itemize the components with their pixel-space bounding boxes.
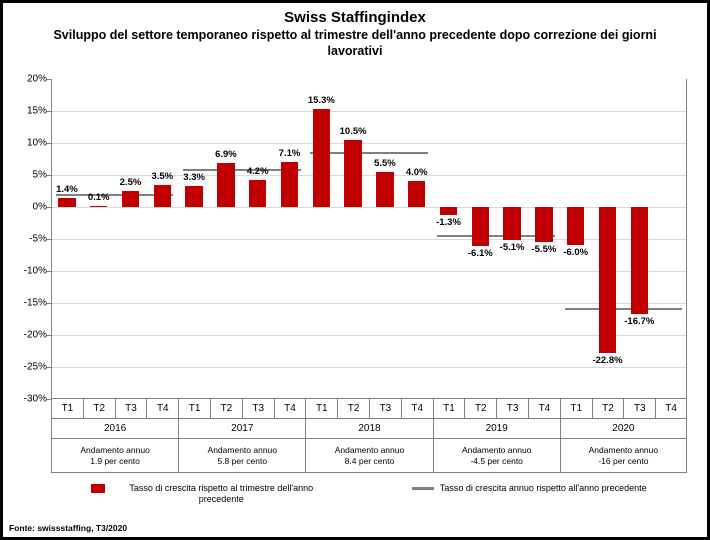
quarter-label: T1	[51, 399, 83, 419]
y-axis-label: -10%	[13, 266, 47, 277]
quarter-label: T1	[305, 399, 337, 419]
year-label: 2019	[433, 419, 560, 439]
annual-summary-cell: Andamento annuo-16 per cento	[560, 439, 687, 473]
y-axis-label: -30%	[13, 394, 47, 405]
annual-value: 5.8 per cento	[179, 456, 305, 466]
y-axis-label: -20%	[13, 330, 47, 341]
quarter-label: T1	[178, 399, 210, 419]
y-axis-label: 20%	[13, 74, 47, 85]
quarter-axis-row: T1T2T3T4T1T2T3T4T1T2T3T4T1T2T3T4T1T2T3T4	[51, 399, 687, 419]
annual-label: Andamento annuo	[52, 445, 178, 455]
legend-item-line: Tasso di crescita annuo rispetto all'ann…	[412, 483, 647, 494]
quarter-label: T3	[623, 399, 655, 419]
line-swatch-icon	[412, 487, 434, 490]
source-text: Fonte: swissstaffing, T3/2020	[9, 523, 127, 533]
quarter-label: T2	[210, 399, 242, 419]
annual-summary-cell: Andamento annuo8.4 per cento	[305, 439, 432, 473]
annual-label: Andamento annuo	[179, 445, 305, 455]
legend-item-bar: Tasso di crescita rispetto al trimestre …	[91, 483, 331, 505]
y-axis-label: 15%	[13, 106, 47, 117]
legend: Tasso di crescita rispetto al trimestre …	[51, 483, 687, 513]
quarter-label: T4	[274, 399, 306, 419]
annual-summary-cell: Andamento annuo5.8 per cento	[178, 439, 305, 473]
quarter-label: T4	[528, 399, 560, 419]
annual-summary-cell: Andamento annuo1.9 per cento	[51, 439, 178, 473]
annual-value: 8.4 per cento	[306, 456, 432, 466]
annual-summary-row: Andamento annuo1.9 per centoAndamento an…	[51, 439, 687, 473]
annual-summary-cell: Andamento annuo-4.5 per cento	[433, 439, 560, 473]
y-axis-label: 10%	[13, 138, 47, 149]
quarter-label: T3	[496, 399, 528, 419]
quarter-label: T3	[242, 399, 274, 419]
quarter-label: T2	[337, 399, 369, 419]
year-label: 2020	[560, 419, 687, 439]
annual-value: -16 per cento	[561, 456, 686, 466]
chart-container: Swiss Staffingindex Sviluppo del settore…	[0, 0, 710, 540]
quarter-label: T1	[433, 399, 465, 419]
quarter-label: T2	[83, 399, 115, 419]
quarter-label: T4	[655, 399, 687, 419]
y-axis-label: 0%	[13, 202, 47, 213]
quarter-label: T2	[464, 399, 496, 419]
quarter-label: T2	[592, 399, 624, 419]
quarter-label: T3	[369, 399, 401, 419]
chart-title: Swiss Staffingindex	[43, 9, 667, 27]
year-axis-row: 20162017201820192020	[51, 419, 687, 439]
bar-swatch-icon	[91, 484, 105, 493]
annual-value: 1.9 per cento	[52, 456, 178, 466]
y-axis-label: -25%	[13, 362, 47, 373]
annual-label: Andamento annuo	[434, 445, 560, 455]
quarter-label: T3	[115, 399, 147, 419]
annual-value: -4.5 per cento	[434, 456, 560, 466]
quarter-label: T4	[401, 399, 433, 419]
year-label: 2016	[51, 419, 178, 439]
year-label: 2018	[305, 419, 432, 439]
legend-bar-label: Tasso di crescita rispetto al trimestre …	[111, 483, 331, 505]
plot-area: -30%-25%-20%-15%-10%-5%0%5%10%15%20%1.4%…	[51, 79, 687, 399]
year-label: 2017	[178, 419, 305, 439]
annual-label: Andamento annuo	[306, 445, 432, 455]
annual-label: Andamento annuo	[561, 445, 686, 455]
legend-line-label: Tasso di crescita annuo rispetto all'ann…	[440, 483, 647, 494]
quarter-label: T4	[146, 399, 178, 419]
quarter-label: T1	[560, 399, 592, 419]
y-axis-label: 5%	[13, 170, 47, 181]
plot-border	[51, 79, 687, 399]
y-axis-label: -5%	[13, 234, 47, 245]
header: Swiss Staffingindex Sviluppo del settore…	[3, 3, 707, 61]
chart-subtitle: Sviluppo del settore temporaneo rispetto…	[43, 28, 667, 59]
y-axis-label: -15%	[13, 298, 47, 309]
